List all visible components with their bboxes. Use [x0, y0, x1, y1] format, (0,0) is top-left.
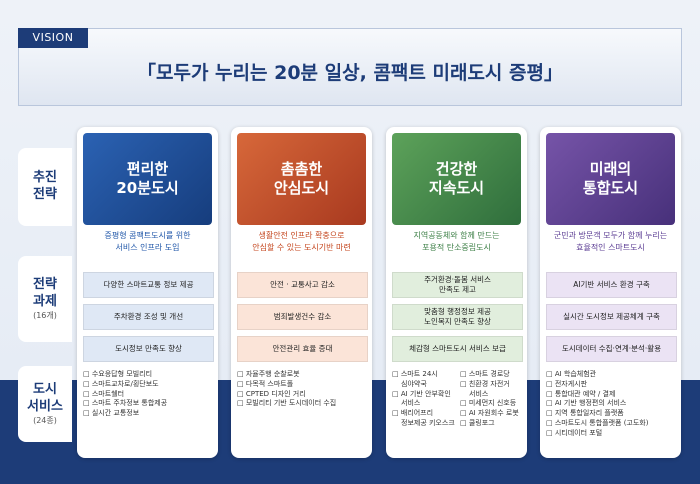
service-item: 친환경 자전거 서비스 [460, 380, 526, 400]
task-box: 안전 · 교통사고 감소 [237, 272, 368, 298]
task-box: 맞춤형 행정정보 제공 노인복지 만족도 향상 [392, 304, 523, 330]
service-item: 다목적 스마트폴 [237, 380, 367, 390]
service-item: 모빌리티 기반 도시데이터 수집 [237, 399, 367, 409]
service-item: 스마트 주차정보 통합제공 [83, 399, 213, 409]
row-label: 전략 과제 (16개) [18, 256, 72, 342]
strategy-desc: 증평형 콤팩트도시를 위한 서비스 인프라 도입 [104, 231, 191, 252]
strategy-title: 건강한 지속도시 [392, 133, 521, 225]
service-item: 스마트쉘터 [83, 390, 213, 400]
row-label-text: 추진 전략 [33, 170, 57, 202]
strategy-title: 촘촘한 안심도시 [237, 133, 366, 225]
service-item: AI 기반 행정편의 서비스 [546, 399, 676, 409]
service-list: 스마트 경로당친환경 자전거 서비스미세먼지 신호등AI 자원회수 로봇쿨링포그 [460, 370, 526, 429]
service-item: 미세먼지 신호등 [460, 399, 526, 409]
row-label-text: 전략 과제 [33, 276, 57, 309]
service-item: 수요응답형 모빌리티 [83, 370, 213, 380]
service-item: 통합대관 예약 / 결제 [546, 390, 676, 400]
task-box: 안전관리 효율 증대 [237, 336, 368, 362]
task-box: 주거환경·돌봄 서비스 만족도 제고 [392, 272, 523, 298]
service-list: AI 학습체험관전자게시판통합대관 예약 / 결제AI 기반 행정편의 서비스지… [546, 370, 676, 439]
service-list: 자율주행 순찰로봇다목적 스마트폴CPTED 디자인 거리모빌리티 기반 도시데… [237, 370, 367, 409]
row-label-note: (24종) [33, 415, 57, 425]
strategy-title: 미래의 통합도시 [546, 133, 675, 225]
service-item: AI 자원회수 로봇 [460, 409, 526, 419]
row-label-text: 도시 서비스 [27, 381, 63, 414]
service-item: 전자게시판 [546, 380, 676, 390]
service-item: 실시간 교통정보 [83, 409, 213, 419]
strategy-desc: 지역공동체와 함께 만드는 포용적 탄소중립도시 [413, 231, 500, 252]
service-item: 스마트 24시 심야약국 [392, 370, 458, 390]
task-box: 실시간 도시정보 제공체계 구축 [546, 304, 677, 330]
service-item: AI 기반 안부확인 서비스 [392, 390, 458, 410]
service-list: 수요응답형 모빌리티스마트교차로/횡단보도스마트쉘터스마트 주차정보 통합제공실… [83, 370, 213, 419]
service-item: AI 학습체험관 [546, 370, 676, 380]
task-box: 도시데이터 수집·연계·분석·활용 [546, 336, 677, 362]
row-label-note: (16개) [33, 310, 57, 320]
task-box: 주차환경 조성 및 개선 [83, 304, 214, 330]
task-box: AI기반 서비스 환경 구축 [546, 272, 677, 298]
task-box: 범죄발생건수 감소 [237, 304, 368, 330]
service-item: 배리어프리 정보제공 키오스크 [392, 409, 458, 429]
service-item: 스마트 경로당 [460, 370, 526, 380]
strategy-title: 편리한 20분도시 [83, 133, 212, 225]
service-item: 지역 통합일자리 플랫폼 [546, 409, 676, 419]
service-item: CPTED 디자인 거리 [237, 390, 367, 400]
task-box: 체감형 스마트도시 서비스 보급 [392, 336, 523, 362]
header-banner [18, 28, 682, 106]
task-box: 도시정보 만족도 향상 [83, 336, 214, 362]
strategy-desc: 생활안전 인프라 확충으로 안심할 수 있는 도시기반 마련 [252, 231, 351, 252]
service-list: 스마트 24시 심야약국AI 기반 안부확인 서비스배리어프리 정보제공 키오스… [392, 370, 458, 429]
vision-title: 「모두가 누리는 20분 일상, 콤팩트 미래도시 증평」 [137, 62, 563, 84]
service-item: 스마트도시 통합플랫폼 (고도화) [546, 419, 676, 429]
strategy-desc: 군민과 방문객 모두가 함께 누리는 효율적인 스마트도시 [553, 231, 668, 252]
task-box: 다양한 스마트교통 정보 제공 [83, 272, 214, 298]
vision-badge: VISION [18, 28, 88, 48]
row-label: 추진 전략 [18, 148, 72, 226]
service-item: 시티데이터 포털 [546, 429, 676, 439]
service-item: 자율주행 순찰로봇 [237, 370, 367, 380]
service-item: 쿨링포그 [460, 419, 526, 429]
row-label: 도시 서비스 (24종) [18, 366, 72, 442]
service-item: 스마트교차로/횡단보도 [83, 380, 213, 390]
